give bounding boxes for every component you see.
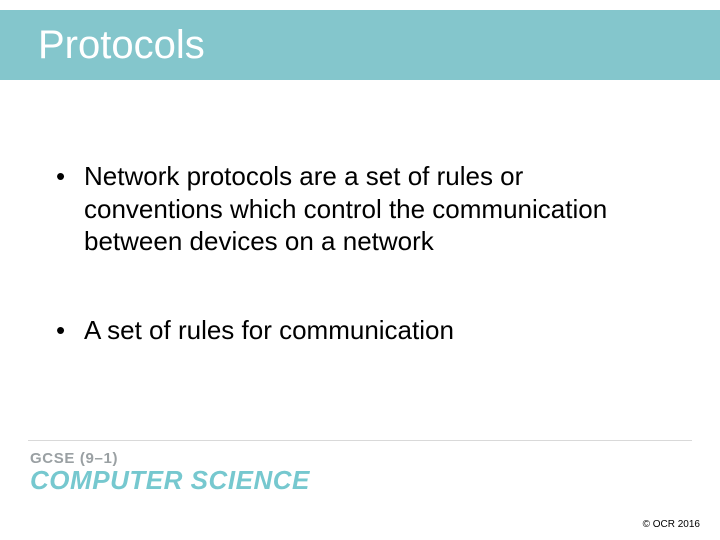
copyright-text: © OCR 2016 <box>643 519 700 530</box>
bullet-item: • A set of rules for communication <box>56 314 664 347</box>
bullet-text: Network protocols are a set of rules or … <box>84 160 664 258</box>
slide: Protocols • Network protocols are a set … <box>0 0 720 540</box>
bullet-dot-icon: • <box>56 160 84 193</box>
footer-divider <box>28 440 692 441</box>
brand-bottom: COMPUTER SCIENCE <box>30 465 310 496</box>
bullet-text: A set of rules for communication <box>84 314 664 347</box>
body-area: • Network protocols are a set of rules o… <box>56 160 664 346</box>
slide-title: Protocols <box>38 23 205 68</box>
bullet-item: • Network protocols are a set of rules o… <box>56 160 664 258</box>
title-band: Protocols <box>0 10 720 80</box>
brand-block: GCSE (9–1) COMPUTER SCIENCE <box>30 450 310 496</box>
footer: GCSE (9–1) COMPUTER SCIENCE © OCR 2016 <box>0 440 720 540</box>
bullet-dot-icon: • <box>56 314 84 347</box>
